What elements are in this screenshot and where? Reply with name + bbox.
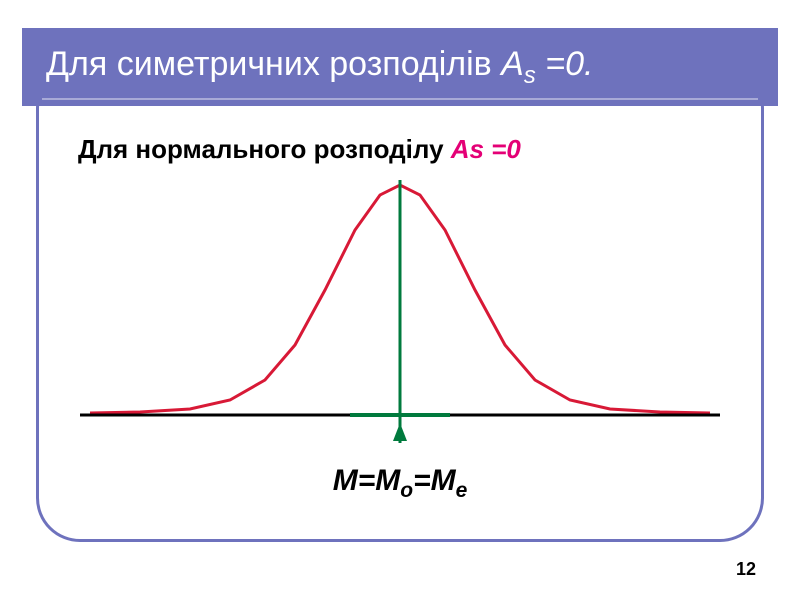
formula-s2: e [456,479,468,502]
page-number: 12 [736,559,756,580]
title-eq: =0. [536,45,594,83]
title-var: А [501,45,524,83]
title-sub: s [524,61,536,88]
formula: M=Mo=Me [0,464,800,503]
formula-m1: M=M [333,464,401,497]
arrow-up-icon [393,423,407,441]
page-title: Для симетричних розподілів Аs =0. [46,45,593,90]
chart-svg [70,160,730,450]
formula-s1: o [400,479,413,502]
normal-distribution-chart [70,160,730,450]
title-main: Для симетричних розподілів [46,45,501,83]
formula-m2: =M [413,464,456,497]
slide: Для симетричних розподілів Аs =0. Для но… [0,0,800,600]
title-bar: Для симетричних розподілів Аs =0. [22,28,778,106]
title-underline [42,98,758,100]
